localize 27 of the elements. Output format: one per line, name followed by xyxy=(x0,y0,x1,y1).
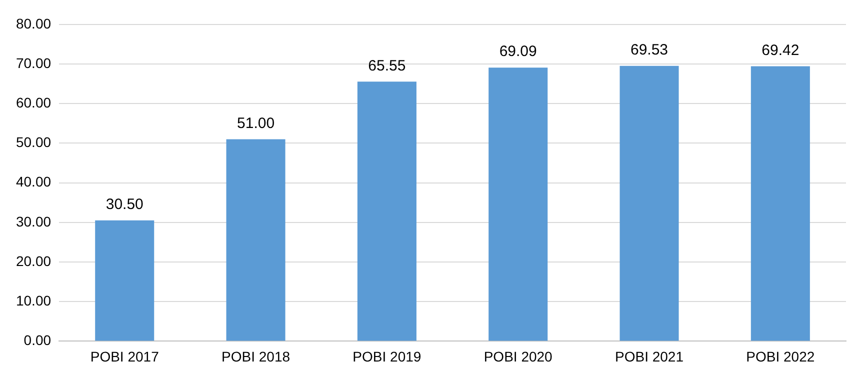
x-tick-label: POBI 2020 xyxy=(484,348,553,364)
y-tick-label: 30.00 xyxy=(16,213,52,230)
y-tick-label: 0.00 xyxy=(24,332,52,348)
bar xyxy=(226,139,286,341)
x-tick-label: POBI 2022 xyxy=(746,348,815,364)
bar xyxy=(488,68,548,341)
y-tick-label: 40.00 xyxy=(16,174,52,190)
data-label: 69.09 xyxy=(499,43,537,60)
y-tick-label: 20.00 xyxy=(16,252,52,269)
data-label: 65.55 xyxy=(368,57,406,74)
y-tick-label: 50.00 xyxy=(16,134,52,150)
data-label: 69.53 xyxy=(630,42,668,58)
x-tick-label: POBI 2018 xyxy=(222,348,290,364)
y-tick-label: 10.00 xyxy=(16,292,52,308)
y-tick-label: 60.00 xyxy=(16,94,52,110)
bar xyxy=(95,220,154,341)
data-label: 51.00 xyxy=(237,114,275,132)
x-tick-label: POBI 2021 xyxy=(615,348,684,364)
x-tick-label: POBI 2019 xyxy=(352,348,422,364)
x-tick-label: POBI 2017 xyxy=(90,348,160,364)
data-label: 30.50 xyxy=(106,196,144,214)
bar xyxy=(620,66,679,341)
y-tick-label: 80.00 xyxy=(16,15,52,32)
bar xyxy=(357,82,416,341)
bar xyxy=(750,66,810,341)
data-label: 69.42 xyxy=(762,42,800,59)
y-tick-label: 70.00 xyxy=(16,54,52,71)
